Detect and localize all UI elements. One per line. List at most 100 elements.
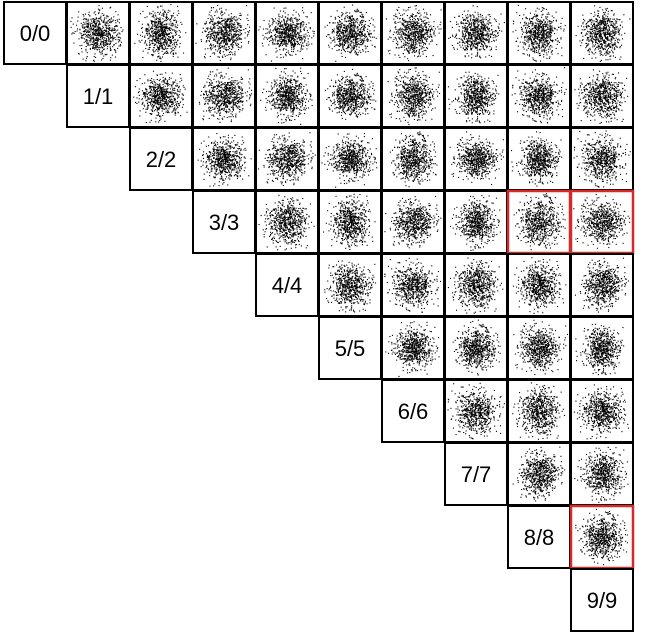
scatter-point — [336, 25, 338, 27]
scatter-point — [543, 35, 545, 37]
scatter-point — [216, 50, 218, 52]
scatter-point — [301, 23, 303, 25]
scatter-point — [530, 33, 532, 35]
scatter-point — [400, 34, 402, 36]
scatter-point — [334, 22, 336, 24]
scatter-point — [486, 47, 488, 49]
scatter-point — [338, 38, 340, 40]
scatter-point — [395, 26, 397, 28]
scatter-point — [479, 49, 481, 51]
scatter-point — [210, 35, 212, 37]
scatter-point — [148, 46, 150, 48]
scatter-point — [417, 12, 419, 14]
scatter-point — [362, 35, 364, 37]
scatter-point — [340, 52, 342, 54]
scatter-point — [148, 24, 150, 26]
scatter-point — [550, 36, 552, 38]
scatter-point — [109, 27, 111, 29]
scatter-point — [105, 33, 107, 35]
scatter-point — [545, 17, 547, 19]
scatter-point — [468, 33, 470, 35]
scatter-point — [397, 10, 399, 12]
scatter-point — [352, 21, 354, 23]
scatter-point — [214, 15, 216, 17]
scatter-point — [402, 17, 404, 19]
scatter-point — [163, 43, 165, 45]
scatter-point — [206, 36, 208, 38]
scatter-point — [164, 19, 166, 21]
scatter-point — [397, 21, 399, 23]
scatter-point — [212, 34, 214, 36]
scatter-point — [88, 22, 90, 24]
scatter-point — [172, 15, 174, 17]
scatter-point — [527, 32, 529, 34]
scatter-point — [337, 31, 339, 33]
scatter-point — [94, 25, 96, 27]
scatter-point — [404, 49, 406, 51]
scatter-point — [268, 23, 270, 25]
scatter-point — [421, 20, 423, 22]
scatter-point — [348, 18, 350, 20]
scatter-point — [414, 19, 416, 21]
scatter-point — [344, 40, 346, 42]
scatter-point — [266, 32, 268, 34]
scatter-point — [479, 28, 481, 30]
scatter-point — [171, 17, 173, 19]
point-cloud — [448, 5, 505, 59]
scatter-point — [217, 33, 219, 35]
scatter-point — [100, 33, 102, 35]
scatter-point — [289, 27, 291, 29]
scatter-point — [473, 27, 475, 29]
scatter-point — [98, 12, 100, 14]
scatter-point — [152, 10, 154, 12]
scatter-point — [219, 46, 221, 48]
scatter-point — [285, 23, 287, 25]
scatter-point — [220, 10, 222, 12]
scatter-point — [300, 29, 302, 31]
scatter-point — [449, 36, 451, 38]
scatter-point — [408, 37, 410, 39]
scatter-point — [402, 32, 404, 34]
scatter-point — [293, 39, 295, 41]
scatter-point — [88, 11, 90, 13]
scatter-point — [157, 17, 159, 19]
scatter-point — [526, 33, 528, 35]
scatter-point — [423, 37, 425, 39]
scatter-point — [343, 44, 345, 46]
scatter-point — [166, 17, 168, 19]
scatter-point — [94, 34, 96, 36]
scatter-point — [234, 54, 236, 56]
scatter-point — [362, 30, 364, 32]
scatter-point — [214, 46, 216, 48]
scatter-point — [561, 55, 563, 57]
scatter-point — [414, 20, 416, 22]
scatter-point — [104, 29, 106, 31]
scatter-point — [278, 23, 280, 25]
scatter-point — [224, 12, 226, 14]
scatter-point — [475, 32, 477, 34]
scatter-point — [164, 41, 166, 43]
scatter-point — [421, 40, 423, 42]
scatter-point — [455, 34, 457, 36]
scatter-point — [162, 48, 164, 50]
scatter-point — [161, 45, 163, 47]
scatter-point — [104, 24, 106, 26]
scatter-point — [472, 34, 474, 36]
scatter-point — [278, 35, 280, 37]
scatter-point — [277, 42, 279, 44]
scatter-point — [339, 42, 341, 44]
scatter-point — [276, 31, 278, 33]
scatter-point — [406, 27, 408, 29]
scatter-point — [477, 32, 479, 34]
scatter-point — [211, 20, 213, 22]
scatter-point — [299, 29, 301, 31]
scatter-point — [409, 6, 411, 8]
scatter-point — [114, 26, 116, 28]
scatter-point — [522, 18, 524, 20]
scatter-point — [113, 29, 115, 31]
scatter-point — [422, 53, 424, 55]
scatter-point — [337, 38, 339, 40]
scatter-point — [408, 24, 410, 26]
scatter-point — [96, 38, 98, 40]
scatter-point — [413, 48, 415, 50]
